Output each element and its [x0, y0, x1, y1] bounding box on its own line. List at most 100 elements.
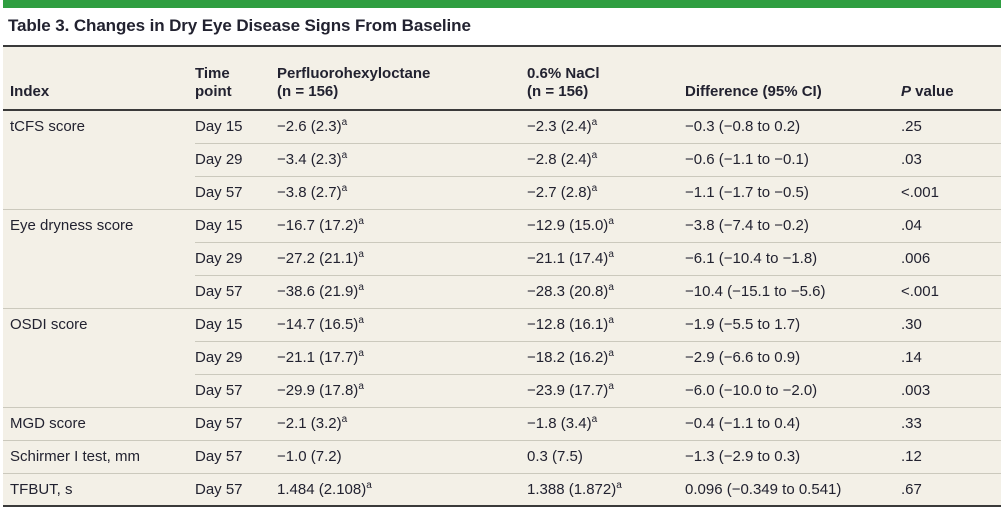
table-row: Day 57 −38.6 (21.9)a −28.3 (20.8)a −10.4… [3, 274, 1001, 308]
cell-p-value: .67 [901, 472, 1001, 507]
cell-drug-value: −1.0 (7.2) [277, 439, 527, 473]
table-row: MGD score Day 57 −2.1 (3.2)a −1.8 (3.4)a… [3, 406, 1001, 440]
footnote-marker: a [358, 249, 364, 260]
footnote-marker: a [358, 315, 364, 326]
cell-time-point: Day 29 [195, 142, 277, 176]
cell-difference: −3.8 (−7.4 to −0.2) [685, 208, 901, 242]
cell-p-value: .03 [901, 142, 1001, 176]
cell-nacl-value: 1.388 (1.872)a [527, 472, 685, 507]
footnote-marker: a [591, 183, 598, 194]
footnote-marker: a [608, 381, 614, 392]
cell-p-value: .006 [901, 241, 1001, 275]
footnote-marker: a [358, 348, 364, 359]
footnote-marker: a [341, 183, 348, 194]
cell-difference: −10.4 (−15.1 to −5.6) [685, 274, 901, 308]
table-figure: Table 3. Changes in Dry Eye Disease Sign… [3, 0, 1001, 507]
cell-index: tCFS score [3, 110, 195, 143]
cell-difference: −6.0 (−10.0 to −2.0) [685, 373, 901, 407]
cell-index [3, 341, 195, 374]
cell-nacl-value: −21.1 (17.4)a [527, 241, 685, 275]
footnote-marker: a [616, 479, 622, 491]
cell-p-value: .25 [901, 110, 1001, 143]
cell-p-value: .04 [901, 208, 1001, 242]
cell-p-value: .33 [901, 406, 1001, 440]
cell-time-point: Day 57 [195, 373, 277, 407]
col-header-nacl: 0.6% NaCl (n = 156) [527, 46, 685, 111]
cell-index [3, 143, 195, 176]
cell-nacl-value: 0.3 (7.5) [527, 439, 685, 473]
cell-time-point: Day 15 [195, 208, 277, 242]
table-title: Table 3. Changes in Dry Eye Disease Sign… [8, 16, 471, 35]
footnote-marker: a [608, 282, 614, 293]
table-row: Schirmer I test, mm Day 57 −1.0 (7.2) 0.… [3, 439, 1001, 473]
cell-difference: −2.9 (−6.6 to 0.9) [685, 340, 901, 374]
cell-index: OSDI score [3, 307, 195, 341]
cell-drug-value: −2.6 (2.3)a [277, 110, 527, 143]
cell-nacl-value: −23.9 (17.7)a [527, 373, 685, 407]
cell-nacl-value: −12.8 (16.1)a [527, 307, 685, 341]
table-row: Day 29 −27.2 (21.1)a −21.1 (17.4)a −6.1 … [3, 241, 1001, 275]
footnote-marker: a [591, 117, 598, 129]
cell-time-point: Day 15 [195, 307, 277, 341]
cell-p-value: <.001 [901, 274, 1001, 308]
cell-nacl-value: −1.8 (3.4)a [527, 406, 685, 440]
footnote-marker: a [341, 150, 348, 161]
cell-nacl-value: −12.9 (15.0)a [527, 208, 685, 242]
cell-difference: −0.4 (−1.1 to 0.4) [685, 406, 901, 440]
cell-difference: −1.3 (−2.9 to 0.3) [685, 439, 901, 473]
footnote-marker: a [341, 117, 348, 129]
cell-index [3, 275, 195, 308]
accent-bar [3, 0, 1001, 8]
cell-nacl-value: −2.7 (2.8)a [527, 175, 685, 209]
cell-index: Schirmer I test, mm [3, 439, 195, 473]
cell-index [3, 176, 195, 209]
table-row: Day 57 −3.8 (2.7)a −2.7 (2.8)a −1.1 (−1.… [3, 175, 1001, 209]
cell-difference: −0.3 (−0.8 to 0.2) [685, 110, 901, 143]
cell-index: TFBUT, s [3, 472, 195, 507]
footnote-marker: a [358, 381, 364, 392]
table-row: Day 29 −21.1 (17.7)a −18.2 (16.2)a −2.9 … [3, 340, 1001, 374]
data-table: Index Time point Perfluorohexyloctane (n =… [3, 45, 1001, 507]
footnote-marker: a [608, 249, 614, 260]
col-header-index: Index [3, 46, 195, 111]
cell-drug-value: −38.6 (21.9)a [277, 274, 527, 308]
footnote-marker: a [608, 315, 614, 326]
cell-time-point: Day 57 [195, 274, 277, 308]
cell-nacl-value: −28.3 (20.8)a [527, 274, 685, 308]
footnote-marker: a [358, 216, 364, 227]
footnote-marker: a [591, 414, 598, 425]
cell-p-value: .14 [901, 340, 1001, 374]
cell-time-point: Day 57 [195, 175, 277, 209]
cell-time-point: Day 29 [195, 340, 277, 374]
footnote-marker: a [358, 282, 364, 293]
cell-drug-value: −14.7 (16.5)a [277, 307, 527, 341]
table-row: Day 57 −29.9 (17.8)a −23.9 (17.7)a −6.0 … [3, 373, 1001, 407]
cell-drug-value: −3.4 (2.3)a [277, 142, 527, 176]
cell-time-point: Day 57 [195, 406, 277, 440]
cell-time-point: Day 57 [195, 472, 277, 507]
cell-drug-value: −2.1 (3.2)a [277, 406, 527, 440]
cell-difference: −0.6 (−1.1 to −0.1) [685, 142, 901, 176]
cell-p-value: .12 [901, 439, 1001, 473]
cell-difference: −1.1 (−1.7 to −0.5) [685, 175, 901, 209]
cell-time-point: Day 57 [195, 439, 277, 473]
cell-nacl-value: −2.3 (2.4)a [527, 110, 685, 143]
col-header-perfluorohexyloctane: Perfluorohexyloctane (n = 156) [277, 46, 527, 111]
cell-drug-value: −21.1 (17.7)a [277, 340, 527, 374]
cell-p-value: .003 [901, 373, 1001, 407]
col-header-time-point: Time point [195, 46, 277, 111]
cell-drug-value: 1.484 (2.108)a [277, 472, 527, 507]
table-row: TFBUT, s Day 57 1.484 (2.108)a 1.388 (1.… [3, 472, 1001, 507]
footnote-marker: a [608, 348, 614, 359]
table-row: OSDI score Day 15 −14.7 (16.5)a −12.8 (1… [3, 307, 1001, 341]
footnote-marker: a [608, 216, 614, 227]
footnote-marker: a [366, 479, 372, 491]
cell-index: MGD score [3, 406, 195, 440]
cell-nacl-value: −18.2 (16.2)a [527, 340, 685, 374]
cell-time-point: Day 29 [195, 241, 277, 275]
cell-index [3, 374, 195, 407]
cell-p-value: .30 [901, 307, 1001, 341]
col-header-difference: Difference (95% CI) [685, 46, 901, 111]
cell-index [3, 242, 195, 275]
header-row: Index Time point Perfluorohexyloctane (n =… [3, 46, 1001, 111]
